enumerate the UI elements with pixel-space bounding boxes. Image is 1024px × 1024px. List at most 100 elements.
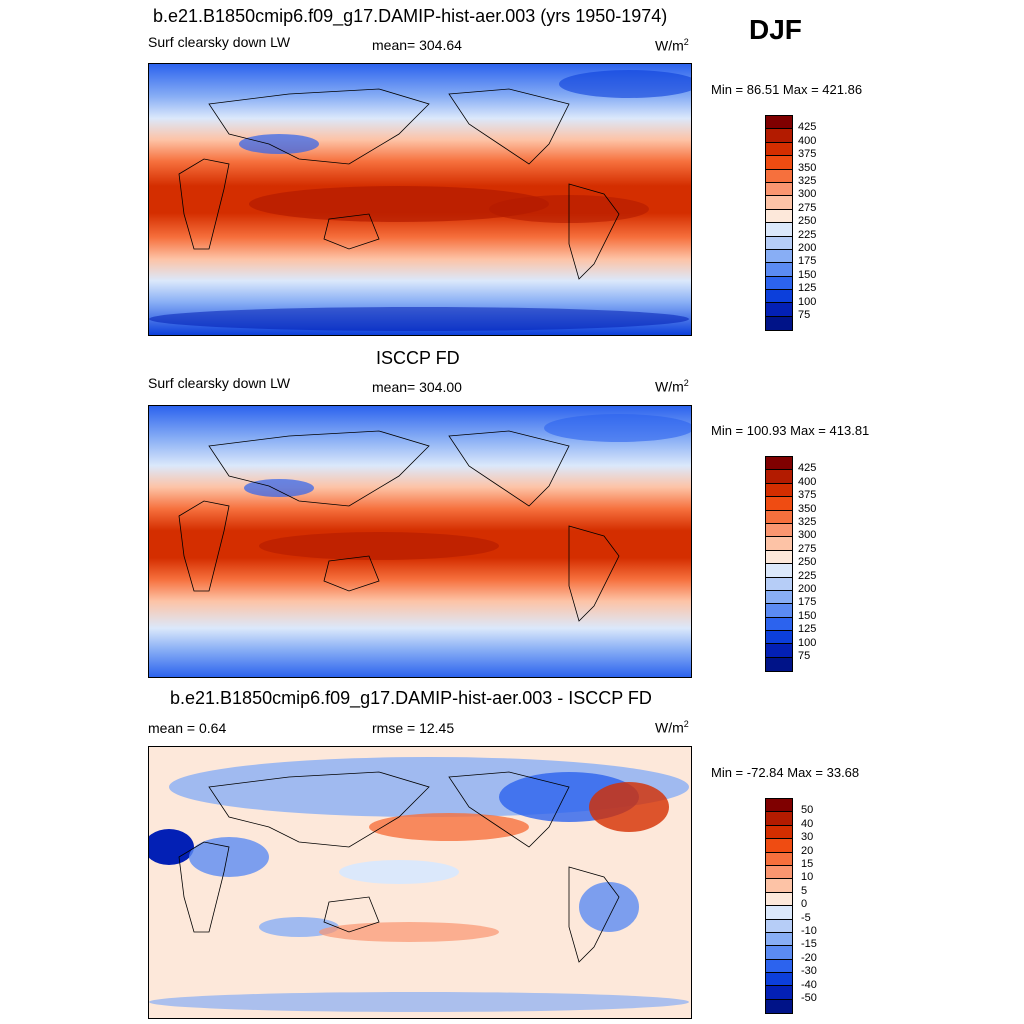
panel2-minmax: Min = 100.93 Max = 413.81 <box>711 423 870 438</box>
colorbar-tick-label: 5 <box>801 884 808 897</box>
colorbar-swatch <box>766 879 792 893</box>
colorbar-swatch <box>766 906 792 920</box>
colorbar-swatch <box>766 865 792 880</box>
colorbar-swatch <box>766 276 792 291</box>
panel1-mean: mean= 304.64 <box>372 37 462 53</box>
colorbar-swatch <box>766 604 792 618</box>
colorbar-tick-label: 0 <box>801 898 808 911</box>
colorbar-swatch <box>766 946 792 960</box>
season-label: DJF <box>749 14 802 45</box>
colorbar-tick-label: 150 <box>798 268 817 281</box>
colorbar-tick-label: -15 <box>801 938 817 951</box>
panel2-colorbar <box>765 456 793 673</box>
colorbar-swatch <box>766 156 792 170</box>
colorbar-swatch <box>766 169 792 183</box>
colorbar-swatch <box>766 537 792 551</box>
colorbar-swatch <box>766 986 792 1000</box>
colorbar-swatch <box>766 223 792 237</box>
colorbar-tick-label: 425 <box>798 462 817 475</box>
colorbar-tick-label: 50 <box>801 804 814 817</box>
colorbar-swatch <box>766 142 792 157</box>
colorbar-tick-label: 325 <box>798 516 817 528</box>
colorbar-swatch <box>766 263 792 277</box>
colorbar-swatch <box>766 564 792 578</box>
colorbar-tick-label: -20 <box>801 951 817 964</box>
colorbar-swatch <box>766 999 792 1014</box>
colorbar-swatch <box>766 799 792 813</box>
colorbar-tick-label: 275 <box>798 201 817 214</box>
colorbar-swatch <box>766 657 792 672</box>
colorbar-swatch <box>766 959 792 974</box>
panel1-variable: Surf clearsky down LW <box>148 34 291 50</box>
colorbar-tick-label: 250 <box>798 215 817 228</box>
colorbar-swatch <box>766 316 792 331</box>
colorbar-tick-label: 350 <box>798 502 817 515</box>
colorbar-swatch <box>766 839 792 853</box>
colorbar-swatch <box>766 303 792 317</box>
colorbar-tick-label: 20 <box>801 844 814 857</box>
colorbar-swatch <box>766 182 792 197</box>
panel3-map <box>148 746 692 1019</box>
colorbar-swatch <box>766 196 792 210</box>
panel2-mean: mean= 304.00 <box>372 379 462 395</box>
colorbar-tick-label: 400 <box>798 134 817 147</box>
panel3-title: b.e21.B1850cmip6.f09_g17.DAMIP-hist-aer.… <box>170 688 652 708</box>
colorbar-tick-label: 75 <box>798 650 811 662</box>
colorbar-tick-label: 225 <box>798 569 817 582</box>
panel1-title: b.e21.B1850cmip6.f09_g17.DAMIP-hist-aer.… <box>153 6 668 26</box>
panel2-map <box>148 405 692 678</box>
panel1-units: W/m2 <box>655 37 689 54</box>
colorbar-swatch <box>766 973 792 987</box>
colorbar-tick-label: -50 <box>801 992 817 1004</box>
colorbar-tick-label: -40 <box>801 978 817 991</box>
colorbar-tick-label: 200 <box>798 242 817 254</box>
colorbar-tick-label: 150 <box>798 609 817 622</box>
colorbar-swatch <box>766 236 792 250</box>
colorbar-swatch <box>766 919 792 933</box>
colorbar-swatch <box>766 852 792 866</box>
colorbar-swatch <box>766 470 792 484</box>
colorbar-swatch <box>766 825 792 840</box>
colorbar-swatch <box>766 590 792 605</box>
colorbar-tick-label: 300 <box>798 188 817 201</box>
colorbar-tick-label: 300 <box>798 529 817 542</box>
colorbar-swatch <box>766 550 792 565</box>
panel1-colorbar <box>765 115 793 332</box>
colorbar-tick-label: 30 <box>801 831 814 844</box>
colorbar-tick-label: 125 <box>798 623 817 636</box>
colorbar-tick-label: 175 <box>798 596 817 609</box>
colorbar-swatch <box>766 812 792 826</box>
colorbar-tick-label: 15 <box>801 858 814 870</box>
colorbar-tick-label: -10 <box>801 925 817 937</box>
colorbar-tick-label: 250 <box>798 556 817 569</box>
colorbar-tick-label: 350 <box>798 161 817 174</box>
colorbar-tick-label: 225 <box>798 228 817 241</box>
colorbar-swatch <box>766 116 792 130</box>
colorbar-swatch <box>766 617 792 632</box>
colorbar-tick-label: 400 <box>798 475 817 488</box>
colorbar-tick-label: 375 <box>798 489 817 502</box>
panel3-units: W/m2 <box>655 719 689 736</box>
colorbar-swatch <box>766 523 792 538</box>
colorbar-swatch <box>766 932 792 947</box>
colorbar-tick-label: 75 <box>798 309 811 321</box>
colorbar-tick-label: 125 <box>798 282 817 295</box>
colorbar-swatch <box>766 249 792 264</box>
panel3-colorbar <box>765 798 793 1015</box>
colorbar-tick-label: 375 <box>798 148 817 161</box>
colorbar-swatch <box>766 892 792 907</box>
colorbar-swatch <box>766 290 792 304</box>
panel3-mean: mean = 0.64 <box>148 720 227 736</box>
panel3-rmse: rmse = 12.45 <box>372 720 455 736</box>
colorbar-swatch <box>766 497 792 511</box>
colorbar-tick-label: 275 <box>798 542 817 555</box>
colorbar-tick-label: 10 <box>801 871 814 884</box>
colorbar-tick-label: -5 <box>801 911 811 924</box>
colorbar-swatch <box>766 631 792 645</box>
colorbar-tick-label: 100 <box>798 295 817 308</box>
colorbar-swatch <box>766 483 792 498</box>
colorbar-swatch <box>766 209 792 224</box>
colorbar-tick-label: 325 <box>798 175 817 187</box>
colorbar-tick-label: 40 <box>801 817 814 830</box>
colorbar-swatch <box>766 577 792 591</box>
